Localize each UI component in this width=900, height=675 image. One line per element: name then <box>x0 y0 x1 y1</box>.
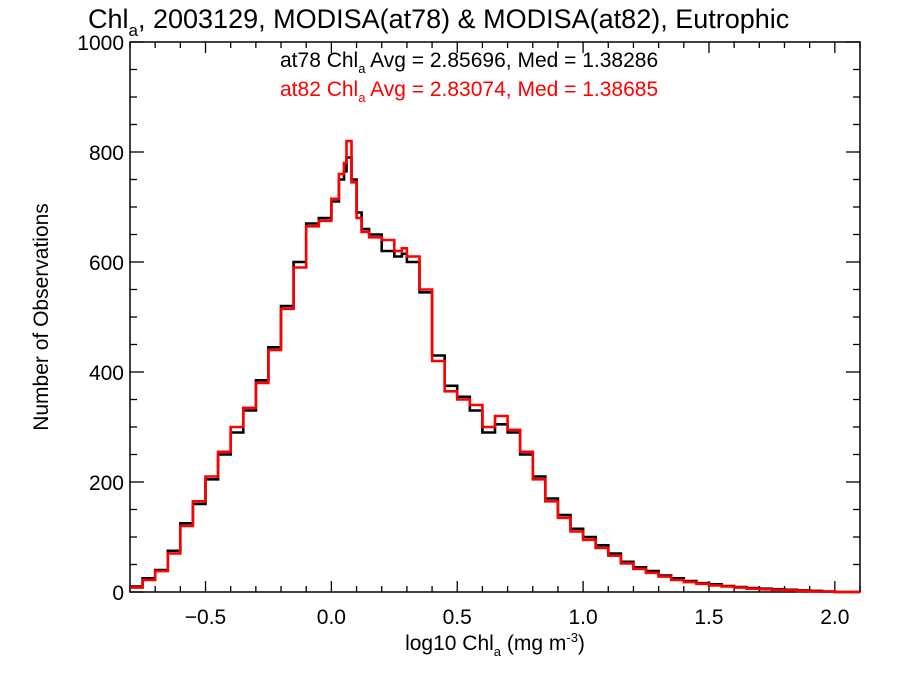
x-axis-label-subscript: a <box>494 644 502 659</box>
annotation-at78-prefix: at78 Chl <box>280 49 358 72</box>
plot-frame <box>129 41 861 593</box>
x-tick-label: 2.0 <box>820 606 849 629</box>
series-at82-line <box>130 139 860 594</box>
chart-title-rest: , 2003129, MODISA(at78) & MODISA(at82), … <box>138 4 789 34</box>
series-at78-line <box>130 156 860 594</box>
x-axis-ticks: −0.5 0.0 0.5 1.0 1.5 2.0 <box>129 42 861 629</box>
x-tick-label: −0.5 <box>185 606 226 629</box>
x-axis-label-main: log10 Chl <box>405 632 494 655</box>
chart-title: Chla, 2003129, MODISA(at78) & MODISA(at8… <box>88 4 789 40</box>
x-tick-label: 1.0 <box>569 606 598 629</box>
annotation-at78-suffix: Avg = 2.85696, Med = 1.38286 <box>365 49 658 72</box>
annotation-at82-suffix: Avg = 2.83074, Med = 1.38685 <box>365 78 658 101</box>
x-axis-label-unit-pre: (mg m <box>501 632 566 655</box>
annotation-at82-subscript: a <box>358 90 366 105</box>
y-tick-label: 400 <box>89 362 124 385</box>
y-axis-label: Number of Observations <box>30 203 53 431</box>
y-tick-label: 200 <box>89 472 124 495</box>
y-tick-label: 800 <box>89 142 124 165</box>
y-tick-label: 1000 <box>77 32 124 55</box>
y-tick-label: 0 <box>112 582 124 605</box>
chart-title-subscript: a <box>129 21 139 40</box>
x-axis-label: log10 Chla (mg m-3) <box>405 630 585 659</box>
annotation-at82: at82 Chla Avg = 2.83074, Med = 1.38685 <box>280 78 658 105</box>
y-axis-ticks: 0 200 400 600 800 1000 <box>77 32 860 605</box>
chart-title-main: Chl <box>88 4 129 34</box>
x-axis-label-unit-superscript: -3 <box>566 630 578 645</box>
annotation-at78-subscript: a <box>358 61 366 76</box>
annotation-at82-prefix: at82 Chl <box>280 78 358 101</box>
x-axis-label-unit-post: ) <box>578 632 585 655</box>
series-group <box>130 139 860 594</box>
y-tick-label: 600 <box>89 252 124 275</box>
x-tick-label: 0.5 <box>443 606 472 629</box>
x-tick-label: 1.5 <box>694 606 723 629</box>
x-tick-label: 0.0 <box>317 606 346 629</box>
annotation-at78: at78 Chla Avg = 2.85696, Med = 1.38286 <box>280 49 658 76</box>
